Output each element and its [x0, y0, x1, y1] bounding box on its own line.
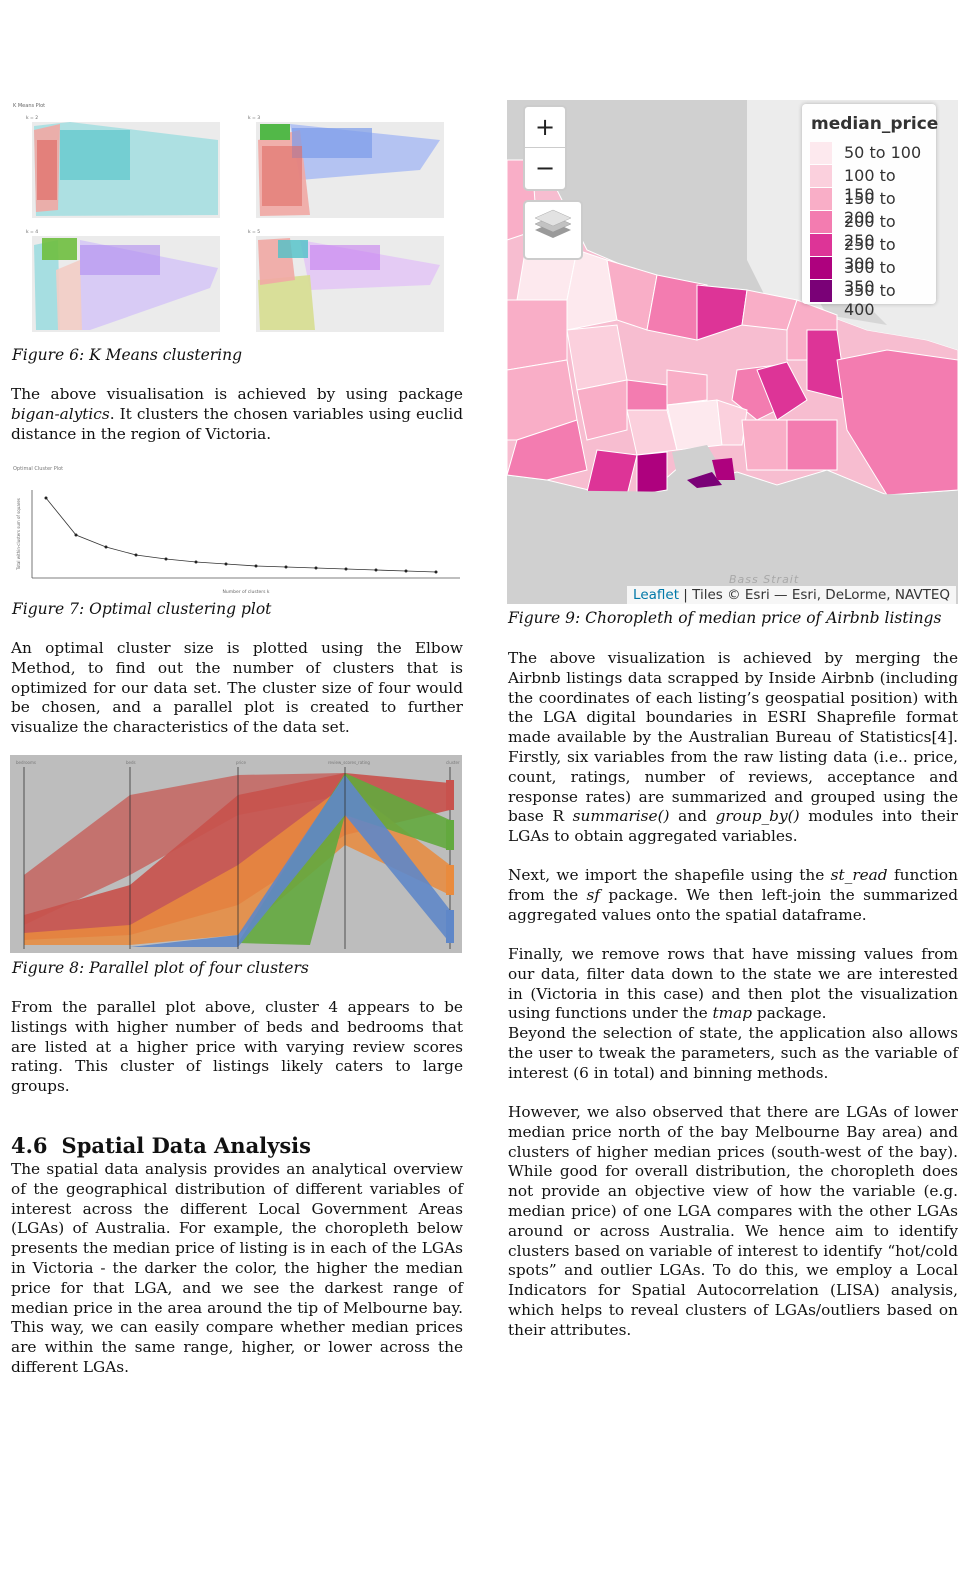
elbow-curve [45, 497, 437, 573]
elbow-ylabel: Total within-clusters sum of squares [16, 498, 21, 571]
legend-item: 350 to 400 [810, 280, 930, 319]
para5-text-b: and [669, 807, 716, 826]
para1-text-a: The above visualisation is achieved by u… [11, 385, 463, 403]
legend-item: 150 to 200 [810, 188, 930, 227]
legend-swatch [810, 280, 832, 302]
map-legend: median_price 50 to 100 100 to 150 150 to 2… [802, 104, 939, 319]
para5-summarise: summarise() [572, 807, 670, 826]
legend-label: 150 to 200 [844, 189, 896, 227]
para7-tmap: tmap [712, 1004, 753, 1023]
legend-item: 50 to 100 [810, 142, 930, 164]
paragraph-spatial-overview: The spatial data analysis provides an an… [11, 1160, 463, 1376]
legend-label: 300 to 350 [844, 258, 896, 296]
zoom-control: + − [523, 105, 567, 191]
parallel-plot-figure: bedrooms beds price review_scores_rating… [10, 755, 462, 953]
layers-icon [534, 209, 572, 238]
para5-text-a: The above visualization is achieved by m… [508, 649, 958, 826]
paragraph-parallel-plot: From the parallel plot above, cluster 4 … [11, 998, 463, 1096]
legend-item: 200 to 250 [810, 211, 930, 250]
legend-title: median_price [811, 114, 939, 134]
paragraph-parameters: Beyond the selection of state, the appli… [508, 1024, 958, 1082]
parallel-axis-label-beds: beds [126, 760, 136, 765]
legend-label: 350 to 400 [844, 281, 896, 319]
legend-swatch [810, 142, 832, 164]
figure-7-caption: Figure 7: Optimal clustering plot [12, 600, 272, 618]
legend-swatch [810, 234, 832, 256]
kmeans-plot-title: K Means Plot [13, 103, 45, 109]
section-title: Spatial Data Analysis [61, 1133, 311, 1158]
kmeans-panel-label-2: k = 3 [248, 115, 260, 121]
para5-group-by: group_by() [715, 807, 800, 826]
figure-9-caption: Figure 9: Choropleth of median price of … [508, 609, 942, 627]
kmeans-plot: K Means Plot k = 2 k = 3 k = 4 k = 5 [10, 100, 462, 342]
legend-label: 100 to 150 [844, 166, 896, 204]
para1-text-b: . It clusters the chosen variables using… [11, 404, 463, 443]
paragraph-merging-data: The above visualization is achieved by m… [508, 649, 958, 847]
para6-text-a: Next, we import the shapefile using the [508, 866, 831, 884]
legend-item: 250 to 300 [810, 234, 930, 273]
kmeans-panel-label-1: k = 2 [26, 115, 38, 121]
para6-text-b: function from the [508, 866, 958, 904]
legend-label: 50 to 100 [844, 143, 922, 162]
para1-package-name: bigan-alytics [11, 404, 110, 423]
legend-item: 300 to 350 [810, 257, 930, 296]
section-heading: 4.6 Spatial Data Analysis [11, 1133, 311, 1158]
elbow-plot: Optimal Cluster Plot Number of clusters … [10, 460, 462, 598]
map-attribution: Leaflet | Tiles © Esri — Esri, DeLorme, … [627, 586, 956, 604]
parallel-axis-label-review-scores-rating: review_scores_rating [328, 760, 370, 765]
leaflet-link[interactable]: Leaflet [633, 587, 680, 603]
elbow-plot-title: Optimal Cluster Plot [13, 466, 63, 472]
section-number: 4.6 [11, 1133, 48, 1158]
water-label: Bass Strait [729, 573, 800, 586]
para6-text-c: package. We then left-join the summarize… [508, 885, 959, 924]
legend-swatch [810, 257, 832, 279]
figure-8-caption: Figure 8: Parallel plot of four clusters [12, 959, 309, 977]
choropleth-map[interactable]: + − median_price 50 to 100 100 to 150 150 … [507, 100, 958, 604]
para6-st-read: st_read [830, 866, 888, 884]
para5-text-c: modules into their LGAs to obtain aggreg… [508, 807, 958, 846]
elbow-xlabel: Number of clusters k [223, 589, 270, 595]
legend-label: 250 to 300 [844, 235, 896, 273]
parallel-axis-label-cluster: cluster [446, 760, 460, 765]
legend-item: 100 to 150 [810, 165, 930, 204]
paragraph-lisa: However, we also observed that there are… [508, 1103, 958, 1339]
zoom-out-button[interactable]: − [534, 154, 556, 182]
layers-control[interactable] [523, 200, 583, 260]
elbow-figure: Optimal Cluster Plot Number of clusters … [10, 460, 462, 598]
parallel-axis-label-price: price [236, 760, 246, 765]
kmeans-figure: K Means Plot k = 2 k = 3 k = 4 k = 5 [10, 100, 462, 342]
legend-swatch [810, 188, 832, 210]
choropleth-svg [507, 100, 958, 604]
zoom-in-button[interactable]: + [525, 107, 565, 148]
legend-swatch [810, 165, 832, 187]
parallel-axis-label-bedrooms: bedrooms [16, 760, 36, 765]
para7-text-b: package. [752, 1004, 827, 1023]
legend-swatch [810, 211, 832, 233]
tiles-attribution: | Tiles © Esri — Esri, DeLorme, NAVTEQ [679, 587, 950, 603]
kmeans-panel-label-3: k = 4 [26, 229, 38, 235]
kmeans-panel-label-4: k = 5 [248, 229, 260, 235]
figure-6-caption: Figure 6: K Means clustering [12, 346, 243, 364]
para6-sf: sf [586, 885, 601, 904]
parallel-plot: bedrooms beds price review_scores_rating… [10, 755, 462, 953]
paragraph-finally: Finally, we remove rows that have missin… [508, 945, 958, 1024]
paragraph-kmeans-description: The above visualisation is achieved by u… [11, 385, 463, 444]
paragraph-import-shapefile: Next, we import the shapefile using the … [508, 866, 958, 925]
legend-label: 200 to 250 [844, 212, 896, 250]
paragraph-elbow-method: An optimal cluster size is plotted using… [11, 639, 463, 737]
para7-text-a: Finally, we remove rows that have missin… [508, 945, 958, 1023]
